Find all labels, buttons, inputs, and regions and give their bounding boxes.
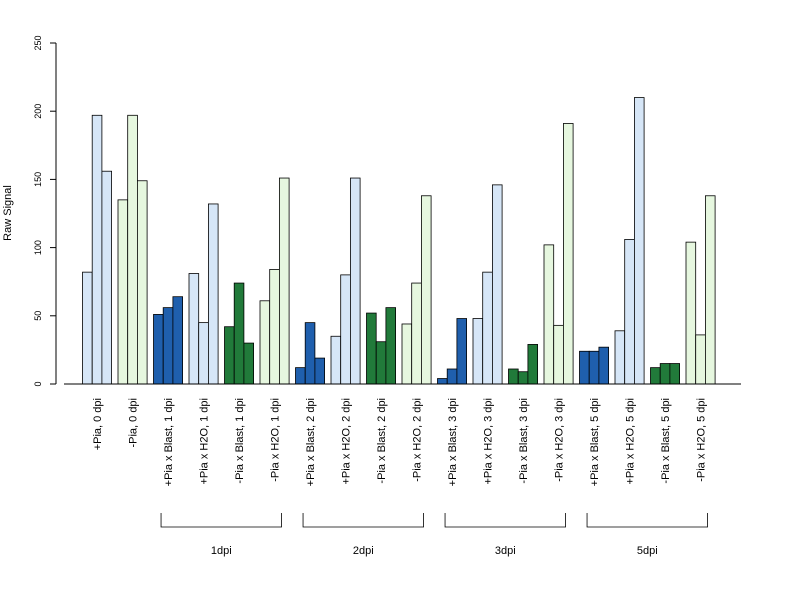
x-tick-label-11: +Pia x Blast, 3 dpi xyxy=(447,398,459,486)
bar-18-1 xyxy=(685,241,697,385)
bar-10-1 xyxy=(401,323,413,385)
bar-14-1 xyxy=(543,244,555,385)
x-tick-label-14: -Pia x H2O, 3 dpi xyxy=(554,398,566,482)
bar-8-2 xyxy=(340,274,351,385)
bar-2-3 xyxy=(136,180,148,385)
group-label-3: 3dpi xyxy=(495,545,516,557)
bar-4-1 xyxy=(188,273,200,385)
bar-3-1 xyxy=(153,314,164,385)
group-bracket-3 xyxy=(444,513,566,528)
x-tick-label-8: +Pia x H2O, 2 dpi xyxy=(341,398,353,485)
bar-9-2 xyxy=(375,341,387,385)
x-tick-label-4: +Pia x H2O, 1 dpi xyxy=(199,398,211,485)
y-tick-label-200: 200 xyxy=(33,104,43,119)
bar-11-1 xyxy=(437,378,448,385)
bar-7-3 xyxy=(314,357,325,385)
bar-1-1 xyxy=(82,271,93,385)
bar-1-2 xyxy=(91,114,103,385)
x-tick-label-2: -Pia, 0 dpi xyxy=(128,398,140,448)
bar-3-3 xyxy=(172,296,183,385)
x-axis: +Pia, 0 dpi -Pia, 0 dpi +Pia x Blast, 1 dp… xyxy=(92,398,708,486)
bar-16-1 xyxy=(614,330,626,385)
bar-9-3 xyxy=(385,307,396,385)
group-label-4: 5dpi xyxy=(637,545,658,557)
group-brackets: 1dpi 2dpi 3dpi 5dpi xyxy=(160,513,708,557)
bar-6-3 xyxy=(278,177,290,385)
bar-10-2 xyxy=(411,282,422,385)
bar-16-3 xyxy=(634,97,645,385)
x-tick-label-1: +Pia, 0 dpi xyxy=(92,398,104,450)
bar-16-2 xyxy=(624,239,635,385)
bar-13-3 xyxy=(527,344,539,385)
bars-layer xyxy=(64,97,741,385)
y-axis: 0 50 100 150 200 250 xyxy=(33,35,57,387)
bar-9-1 xyxy=(366,312,377,385)
y-tick-label-150: 150 xyxy=(33,172,43,187)
group-bracket-2 xyxy=(302,513,424,528)
bar-13-2 xyxy=(517,371,529,385)
bar-17-3 xyxy=(669,363,681,385)
y-axis-title: Raw Signal xyxy=(2,185,14,241)
x-tick-label-12: +Pia x H2O, 3 dpi xyxy=(483,398,495,485)
bar-18-2 xyxy=(695,334,706,385)
bar-5-1 xyxy=(224,326,235,385)
bar-12-2 xyxy=(482,271,493,385)
bar-14-2 xyxy=(553,324,564,385)
group-bracket-4 xyxy=(586,513,708,528)
group-bracket-1 xyxy=(160,513,282,528)
bar-6-2 xyxy=(269,269,280,385)
bar-18-3 xyxy=(705,195,716,385)
x-tick-label-10: -Pia x H2O, 2 dpi xyxy=(412,398,424,482)
bar-3-2 xyxy=(162,307,174,385)
bar-5-3 xyxy=(243,342,254,385)
group-label-1: 1dpi xyxy=(211,545,232,557)
bar-5-2 xyxy=(233,282,245,385)
bar-7-1 xyxy=(295,367,306,385)
bar-17-2 xyxy=(659,363,671,385)
x-tick-label-13: -Pia x Blast, 3 dpi xyxy=(518,398,530,484)
y-tick-label-250: 250 xyxy=(33,35,43,50)
bar-12-1 xyxy=(472,318,484,385)
x-tick-label-15: +Pia x Blast, 5 dpi xyxy=(589,398,601,486)
bar-2-2 xyxy=(127,114,138,385)
bar-4-2 xyxy=(198,322,209,385)
bar-15-2 xyxy=(588,350,600,385)
bar-11-2 xyxy=(446,368,458,385)
bar-2-1 xyxy=(117,199,129,385)
bar-7-2 xyxy=(304,322,316,385)
bar-8-1 xyxy=(330,335,342,385)
x-tick-label-6: -Pia x H2O, 1 dpi xyxy=(270,398,282,482)
bar-1-3 xyxy=(101,170,113,385)
bar-17-1 xyxy=(650,367,661,385)
bar-15-1 xyxy=(579,350,590,385)
bar-11-3 xyxy=(456,318,467,385)
x-tick-label-17: -Pia x Blast, 5 dpi xyxy=(660,398,672,484)
bar-10-3 xyxy=(420,195,432,385)
bar-12-3 xyxy=(491,184,503,385)
bar-15-3 xyxy=(598,346,610,385)
bar-8-3 xyxy=(349,177,361,385)
bar-14-3 xyxy=(563,123,574,385)
x-tick-label-3: +Pia x Blast, 1 dpi xyxy=(163,398,175,486)
x-tick-label-18: -Pia x H2O, 5 dpi xyxy=(696,398,708,482)
bar-13-1 xyxy=(508,368,519,385)
x-tick-label-9: -Pia x Blast, 2 dpi xyxy=(376,398,388,484)
x-tick-label-5: -Pia x Blast, 1 dpi xyxy=(234,398,246,484)
y-tick-label-100: 100 xyxy=(33,240,43,255)
x-tick-label-7: +Pia x Blast, 2 dpi xyxy=(305,398,317,486)
bar-4-3 xyxy=(207,203,219,385)
group-label-2: 2dpi xyxy=(353,545,374,557)
x-tick-label-16: +Pia x H2O, 5 dpi xyxy=(625,398,637,485)
y-tick-label-50: 50 xyxy=(33,311,43,321)
y-tick-label-0: 0 xyxy=(33,381,43,386)
bar-6-1 xyxy=(259,300,271,385)
